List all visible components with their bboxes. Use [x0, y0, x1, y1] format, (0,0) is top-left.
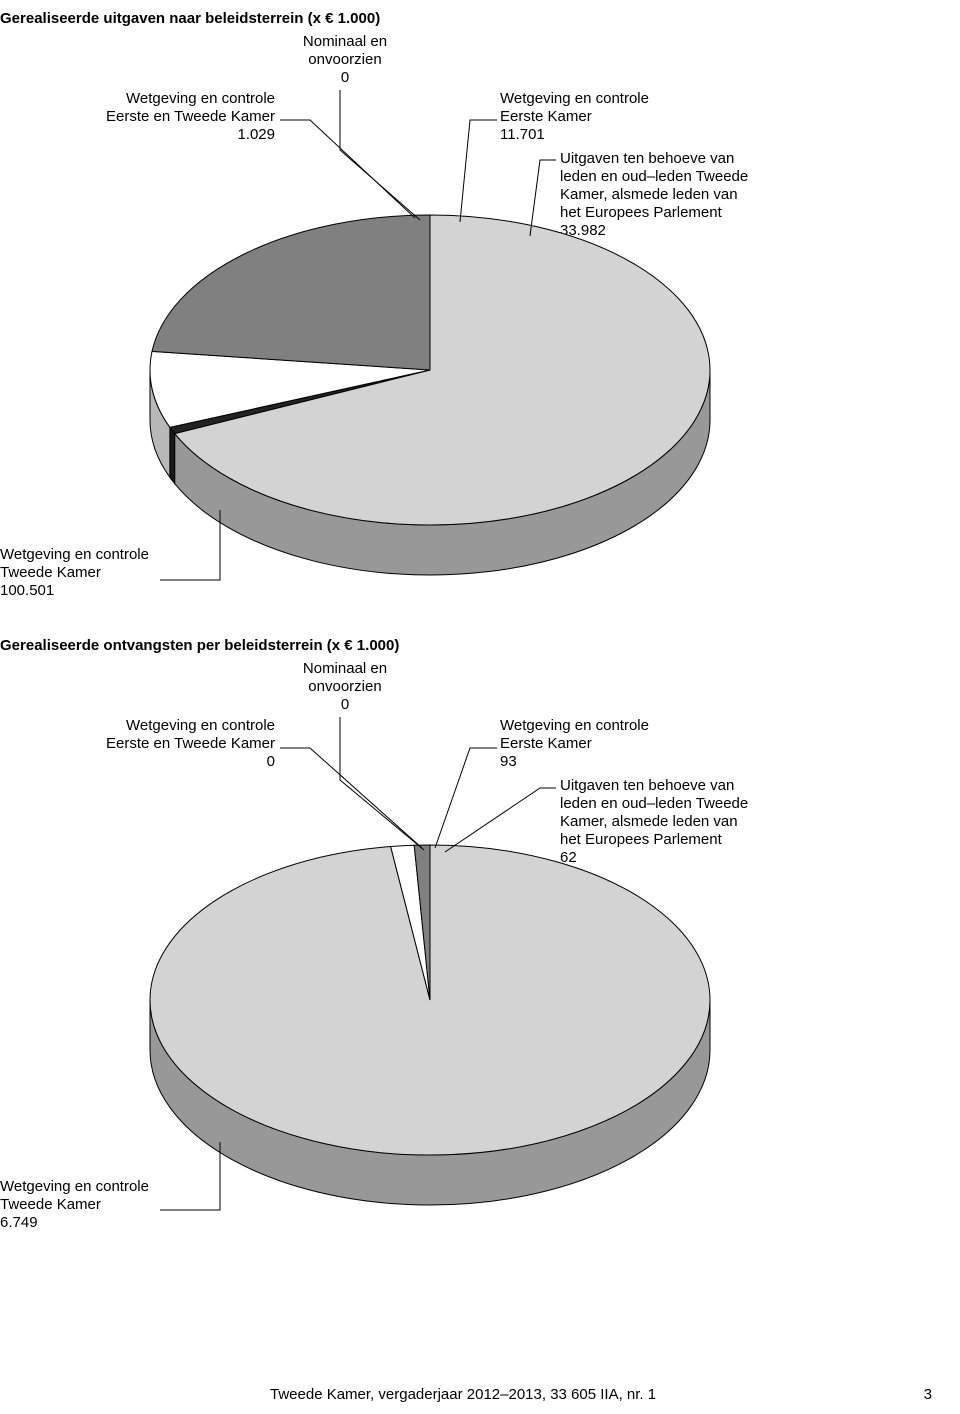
page-number: 3 [924, 1386, 932, 1403]
chart1-pie [0, 0, 960, 650]
page: Gerealiseerde uitgaven naar beleidsterre… [0, 0, 960, 1414]
chart2-pie [0, 630, 960, 1280]
footer-text: Tweede Kamer, vergaderjaar 2012–2013, 33… [270, 1386, 656, 1403]
